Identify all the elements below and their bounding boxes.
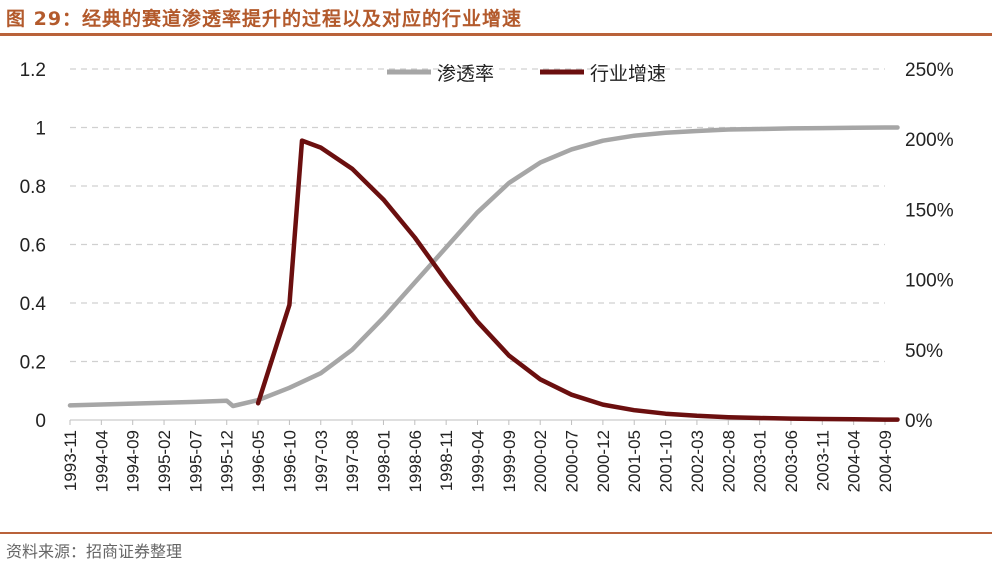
x-tick-label: 1998-01 (374, 430, 393, 492)
x-tick-label: 2000-07 (563, 430, 582, 492)
left-tick-label: 0.6 (20, 236, 46, 257)
right-tick-label: 100% (905, 271, 954, 292)
x-tick-label: 2000-12 (594, 430, 613, 492)
x-tick-label: 1996-05 (249, 430, 268, 492)
right-tick-label: 0% (905, 411, 933, 432)
x-tick-label: 1993-11 (61, 430, 80, 491)
x-tick-label: 1995-07 (186, 430, 205, 492)
title-rule (0, 33, 992, 36)
right-tick-label: 50% (905, 341, 943, 362)
footer-rule (0, 532, 992, 534)
source-note: 资料来源：招商证券整理 (6, 542, 183, 561)
x-tick-label: 1999-09 (500, 430, 519, 492)
x-tick-label: 1998-06 (406, 430, 425, 492)
x-tick-label: 1995-12 (218, 430, 237, 492)
series-lines (67, 125, 900, 422)
x-tick-label: 1996-10 (280, 430, 299, 492)
figure-title: 图 29：经典的赛道渗透率提升的过程以及对应的行业增速 (6, 8, 523, 30)
x-tick-label: 1997-03 (312, 430, 331, 492)
x-tick-label: 1999-04 (469, 430, 488, 492)
x-tick-label: 1994-09 (124, 430, 143, 492)
x-tick-label: 2003-06 (782, 430, 801, 492)
x-tick-label: 2002-03 (688, 430, 707, 492)
x-tick-label: 2003-01 (751, 430, 770, 492)
x-tick-label: 2002-08 (719, 430, 738, 492)
legend-item-penetration: 渗透率 (387, 63, 494, 85)
left-tick-label: 0.4 (20, 294, 47, 315)
x-tick-label: 2004-04 (845, 430, 864, 492)
legend-item-growth: 行业增速 (540, 63, 666, 85)
x-tick-label: 1998-11 (437, 430, 456, 491)
x-tick-label: 1994-04 (92, 430, 111, 492)
x-tick-label: 1995-02 (155, 430, 174, 492)
series-line-growth (255, 138, 900, 422)
right-axis-ticks: 0% 50% 100% 150% 200% 250% (905, 60, 954, 432)
left-tick-label: 0.8 (20, 177, 46, 198)
left-tick-label: 1 (35, 119, 46, 140)
legend-label: 行业增速 (590, 63, 666, 85)
x-axis-ticks: 1993-11 1994-04 1994-09 1995-02 1995-07 1995-… (61, 420, 895, 492)
x-tick-label: 2000-02 (531, 430, 550, 492)
right-tick-label: 150% (905, 200, 954, 221)
left-tick-label: 1.2 (20, 60, 46, 81)
left-tick-label: 0.2 (20, 353, 46, 374)
left-tick-label: 0 (35, 411, 46, 432)
series-line-penetration (67, 125, 900, 409)
x-tick-label: 2001-10 (657, 430, 676, 492)
legend-label: 渗透率 (437, 63, 494, 85)
x-tick-label: 2001-05 (625, 430, 644, 492)
right-tick-label: 200% (905, 130, 954, 151)
x-tick-label: 2004-09 (876, 430, 895, 492)
gridlines (70, 68, 885, 363)
chart-area: 00.20.40.60.811.2 0%50%100%150%200%250% … (20, 60, 954, 492)
legend: 渗透率 行业增速 (387, 63, 666, 85)
x-tick-label: 2003-11 (813, 430, 832, 491)
left-axis-ticks: 0 0.2 0.4 0.6 0.8 1 1.2 (20, 60, 47, 432)
right-tick-label: 250% (905, 60, 954, 81)
x-tick-label: 1997-08 (343, 430, 362, 492)
